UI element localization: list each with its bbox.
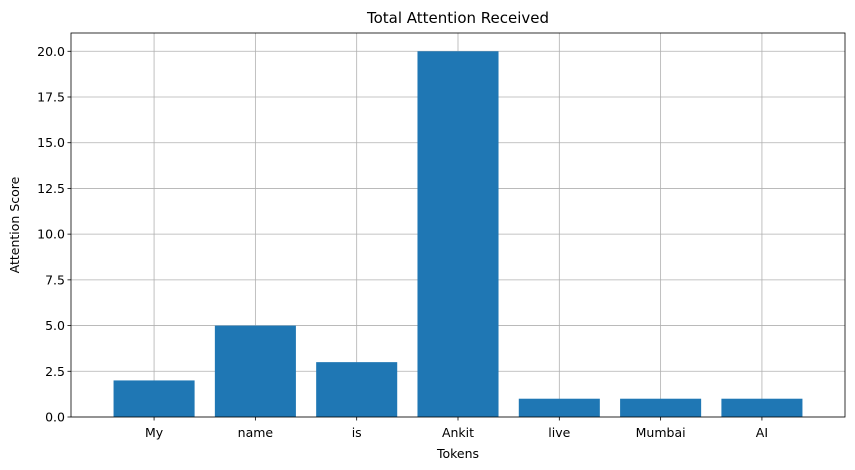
bar-is (316, 362, 398, 417)
x-tick-label: live (548, 425, 570, 440)
y-tick-label: 10.0 (37, 227, 65, 242)
y-tick-label: 0.0 (45, 410, 65, 425)
x-tick-label: name (238, 425, 274, 440)
y-axis-label: Attention Score (7, 176, 22, 273)
bar-name (214, 325, 296, 417)
x-tick-label: AI (756, 425, 768, 440)
y-tick-label: 2.5 (45, 364, 65, 379)
x-axis-label: Tokens (436, 446, 479, 461)
bars (113, 51, 803, 418)
chart-title: Total Attention Received (366, 9, 549, 27)
y-tick-label: 5.0 (45, 318, 65, 333)
y-tick-label: 20.0 (37, 44, 65, 59)
y-tick-label: 15.0 (37, 135, 65, 150)
x-axis-ticks: My name is Ankit live Mumbai AI (145, 417, 768, 440)
y-axis-ticks: 0.0 2.5 5.0 7.5 10.0 12.5 15.0 17.5 20.0 (37, 44, 71, 425)
y-tick-label: 12.5 (37, 181, 65, 196)
x-tick-label: Mumbai (636, 425, 686, 440)
bar-my (113, 380, 195, 417)
x-tick-label: Ankit (442, 425, 474, 440)
bar-ai (721, 398, 803, 417)
bar-ankit (417, 51, 499, 418)
y-tick-label: 17.5 (37, 90, 65, 105)
bar-mumbai (620, 398, 702, 417)
x-tick-label: is (352, 425, 362, 440)
x-tick-label: My (145, 425, 164, 440)
bar-live (518, 398, 600, 417)
y-tick-label: 7.5 (45, 272, 65, 287)
